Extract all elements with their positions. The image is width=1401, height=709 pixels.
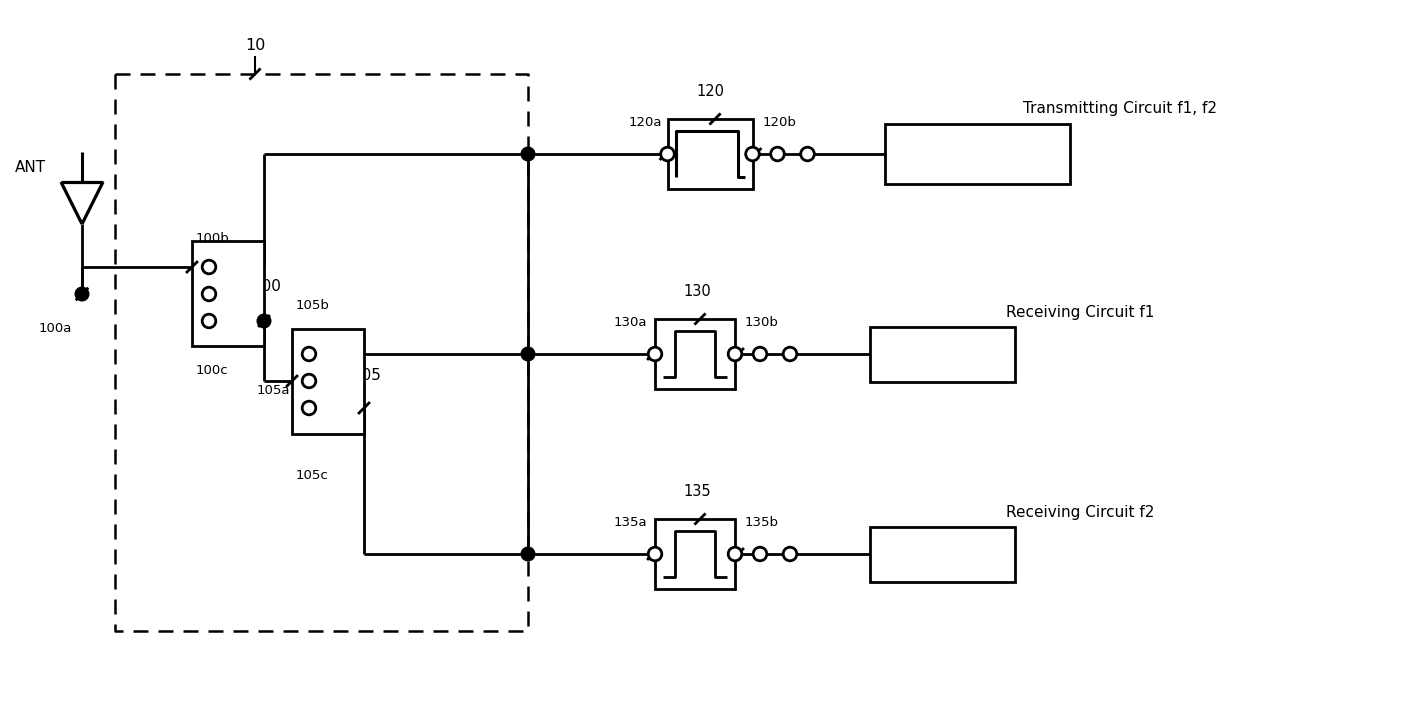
Bar [656,519,736,589]
Circle shape [754,347,766,361]
Bar [291,328,364,433]
Text: 120b: 120b [762,116,796,128]
Circle shape [521,347,535,361]
Text: Receiving Circuit f2: Receiving Circuit f2 [1006,505,1154,520]
Circle shape [202,260,216,274]
Text: 105: 105 [352,367,381,382]
Circle shape [76,287,88,301]
Text: 130: 130 [684,284,710,298]
Circle shape [745,147,759,161]
Text: 105c: 105c [296,469,329,482]
Text: 135: 135 [684,484,710,498]
Text: 100a: 100a [39,323,71,335]
Circle shape [521,147,535,161]
Text: 130b: 130b [745,316,779,328]
Text: 105b: 105b [296,299,329,312]
Bar [656,319,736,389]
Bar [667,119,752,189]
Circle shape [771,147,785,161]
Text: 100: 100 [252,279,280,294]
Text: 120a: 120a [629,116,663,128]
Text: 130a: 130a [614,316,647,328]
Circle shape [783,347,797,361]
Circle shape [729,347,741,361]
Circle shape [258,314,270,328]
Text: RX1: RX1 [927,347,957,362]
Circle shape [303,347,315,361]
Text: 10: 10 [245,38,265,53]
Bar [870,327,1014,381]
Text: Transmitting Circuit f1, f2: Transmitting Circuit f1, f2 [1023,101,1217,116]
Text: 135b: 135b [745,515,779,528]
Circle shape [202,287,216,301]
Bar [192,242,263,347]
Text: 135a: 135a [614,515,647,528]
Bar [885,124,1070,184]
Circle shape [649,347,661,361]
Circle shape [521,547,535,561]
Text: 100b: 100b [196,233,230,245]
Text: Receiving Circuit f1: Receiving Circuit f1 [1006,304,1154,320]
Circle shape [649,547,661,561]
Text: 100c: 100c [196,364,228,377]
Circle shape [754,547,766,561]
Text: ANT: ANT [14,160,46,174]
Text: 120: 120 [696,84,724,99]
Bar [870,527,1014,581]
Circle shape [661,147,674,161]
Circle shape [303,374,315,388]
Circle shape [303,401,315,415]
Text: RX2: RX2 [927,547,957,562]
Circle shape [202,314,216,328]
Circle shape [801,147,814,161]
Circle shape [729,547,741,561]
Polygon shape [62,182,104,224]
Text: 105a: 105a [256,384,290,398]
Circle shape [783,547,797,561]
Text: TX1,TX2: TX1,TX2 [947,147,1009,162]
